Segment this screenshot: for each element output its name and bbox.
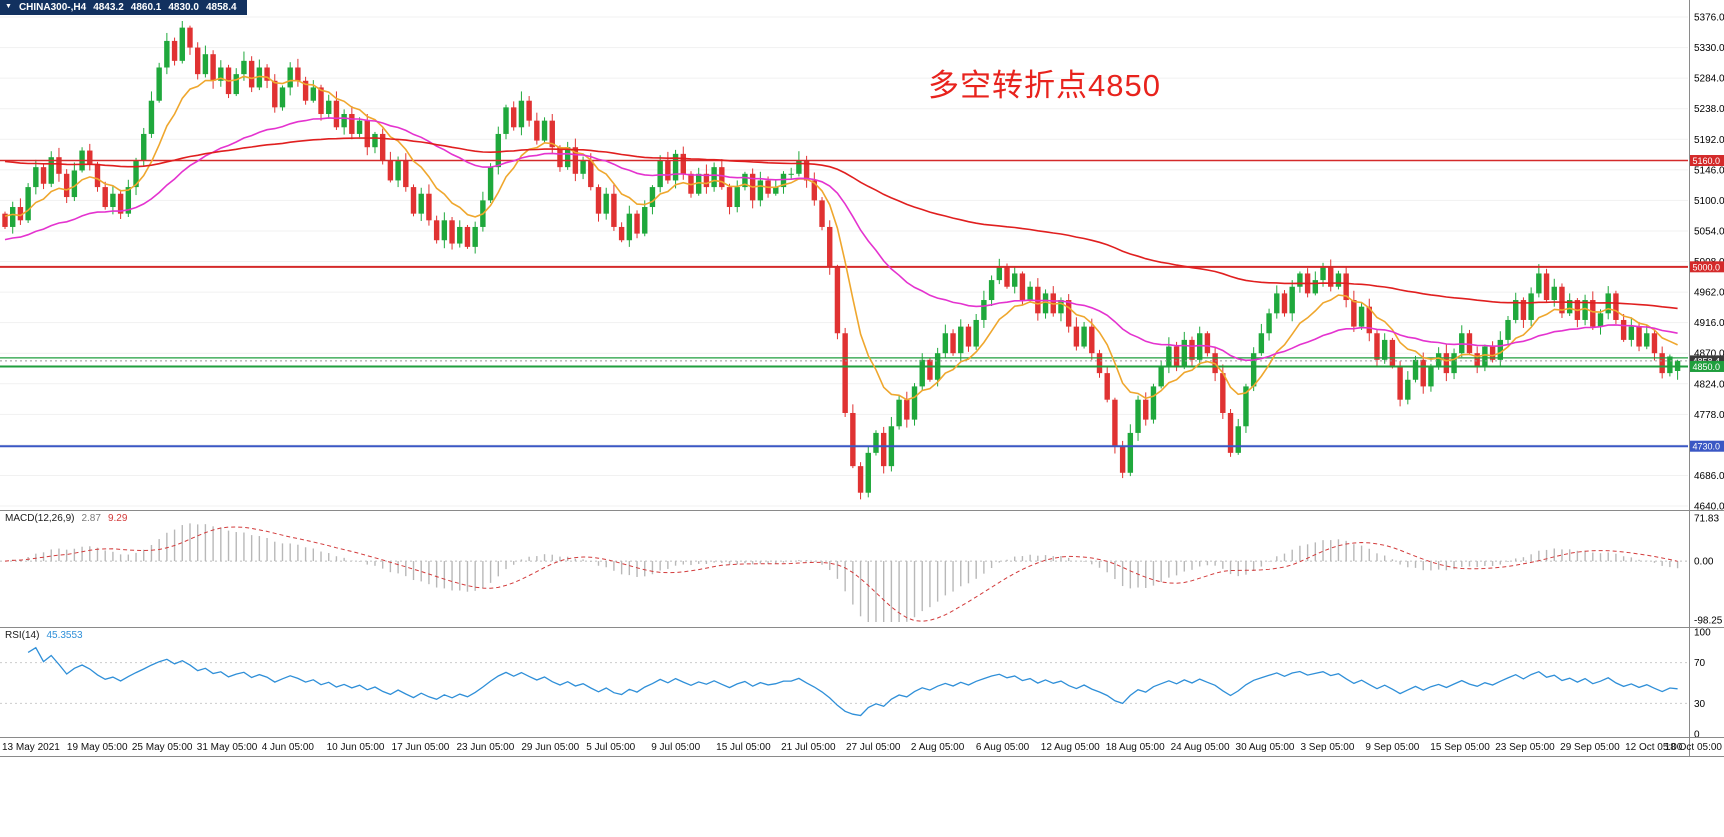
svg-text:-98.25: -98.25 (1694, 616, 1723, 627)
svg-text:13 May 2021: 13 May 2021 (2, 742, 60, 753)
svg-text:9 Sep 05:00: 9 Sep 05:00 (1365, 742, 1419, 753)
time-axis: 13 May 2021 19 May 05:00 25 May 05:00 31 Ma… (0, 737, 1724, 757)
svg-text:5100.0: 5100.0 (1694, 196, 1724, 207)
svg-text:4640.0: 4640.0 (1694, 502, 1724, 513)
svg-text:5330.0: 5330.0 (1694, 43, 1724, 54)
svg-text:4850.0: 4850.0 (1693, 362, 1721, 372)
slow-ma (4, 137, 1678, 310)
price-axis: 5376.0 5330.0 5284.0 5238.0 5192.0 5146.0 5100… (1689, 0, 1724, 756)
svg-text:5 Jul 05:00: 5 Jul 05:00 (586, 742, 635, 753)
svg-text:23 Sep 05:00: 23 Sep 05:00 (1495, 742, 1555, 753)
svg-text:12 Aug 05:00: 12 Aug 05:00 (1041, 742, 1100, 753)
svg-text:18 Aug 05:00: 18 Aug 05:00 (1106, 742, 1165, 753)
svg-text:30: 30 (1694, 699, 1706, 710)
ohlc-close: 4858.4 (205, 1, 237, 13)
svg-text:4686.0: 4686.0 (1694, 471, 1724, 482)
svg-text:25 May 05:00: 25 May 05:00 (132, 742, 193, 753)
svg-text:4962.0: 4962.0 (1694, 288, 1724, 299)
svg-text:9 Jul 05:00: 9 Jul 05:00 (651, 742, 700, 753)
ohlc-open: 4843.2 (93, 1, 124, 13)
svg-text:4916.0: 4916.0 (1694, 318, 1724, 329)
svg-text:2 Aug 05:00: 2 Aug 05:00 (911, 742, 965, 753)
ohlc-low: 4830.0 (168, 1, 199, 13)
svg-text:5146.0: 5146.0 (1694, 165, 1724, 176)
svg-text:0: 0 (1694, 730, 1700, 741)
svg-text:4778.0: 4778.0 (1694, 410, 1724, 421)
ma-lines (4, 75, 1678, 401)
svg-text:30 Aug 05:00: 30 Aug 05:00 (1236, 742, 1295, 753)
macd-main-value: 2.87 (81, 513, 101, 524)
svg-text:5054.0: 5054.0 (1694, 226, 1724, 237)
svg-text:15 Sep 05:00: 15 Sep 05:00 (1430, 742, 1490, 753)
svg-text:17 Jun 05:00: 17 Jun 05:00 (392, 742, 450, 753)
svg-text:23 Jun 05:00: 23 Jun 05:00 (456, 742, 514, 753)
svg-text:15 Jul 05:00: 15 Jul 05:00 (716, 742, 771, 753)
svg-text:29 Sep 05:00: 29 Sep 05:00 (1560, 742, 1620, 753)
svg-text:27 Jul 05:00: 27 Jul 05:00 (846, 742, 901, 753)
macd-name: MACD(12,26,9) (5, 513, 75, 524)
rsi-name: RSI(14) (5, 630, 40, 641)
fast-ma (4, 75, 1678, 401)
svg-text:100: 100 (1694, 628, 1711, 639)
svg-text:3 Sep 05:00: 3 Sep 05:00 (1300, 742, 1354, 753)
svg-text:4 Jun 05:00: 4 Jun 05:00 (262, 742, 315, 753)
price-gridlines (0, 16, 1688, 507)
macd-panel: 71.83 0.00 -98.25 (0, 510, 1724, 627)
svg-text:5160.0: 5160.0 (1693, 156, 1721, 166)
svg-text:24 Aug 05:00: 24 Aug 05:00 (1171, 742, 1230, 753)
svg-text:5000.0: 5000.0 (1693, 262, 1721, 272)
rsi-indicator-label: RSI(14) 45.3553 (5, 630, 83, 641)
svg-text:4870.0: 4870.0 (1694, 349, 1724, 360)
medium-ma (4, 117, 1678, 362)
svg-text:5238.0: 5238.0 (1694, 104, 1724, 115)
collapse-chevron-icon[interactable]: ▼ (5, 3, 12, 10)
svg-text:18 Oct 05:00: 18 Oct 05:00 (1665, 742, 1723, 753)
svg-text:6 Aug 05:00: 6 Aug 05:00 (976, 742, 1030, 753)
svg-text:31 May 05:00: 31 May 05:00 (197, 742, 258, 753)
symbol-period-label: CHINA300-,H4 (18, 1, 87, 13)
macd-signal-value: 9.29 (107, 513, 128, 524)
macd-indicator-label: MACD(12,26,9) 2.87 9.29 (5, 513, 127, 524)
svg-text:71.83: 71.83 (1694, 514, 1719, 525)
svg-text:5376.0: 5376.0 (1694, 13, 1724, 24)
symbol-header[interactable]: ▼ CHINA300-,H4 4843.2 4860.1 4830.0 4858… (0, 0, 247, 15)
svg-text:29 Jun 05:00: 29 Jun 05:00 (521, 742, 579, 753)
svg-text:70: 70 (1694, 658, 1706, 669)
svg-text:5284.0: 5284.0 (1694, 74, 1724, 85)
rsi-value: 45.3553 (46, 630, 83, 641)
ohlc-high: 4860.1 (130, 1, 162, 13)
svg-text:5192.0: 5192.0 (1694, 135, 1724, 146)
svg-text:4824.0: 4824.0 (1694, 379, 1724, 390)
svg-text:10 Jun 05:00: 10 Jun 05:00 (327, 742, 385, 753)
svg-text:4730.0: 4730.0 (1693, 442, 1721, 452)
chart-annotation-text: 多空转折点4850 (928, 68, 1161, 103)
svg-text:12 Oct 05:00: 12 Oct 05:00 (1625, 742, 1683, 753)
candles-layer (2, 20, 1681, 500)
svg-text:21 Jul 05:00: 21 Jul 05:00 (781, 742, 836, 753)
svg-text:0.00: 0.00 (1694, 557, 1714, 568)
horizontal-levels (0, 159, 1688, 448)
rsi-panel: 100 70 30 0 (0, 627, 1724, 741)
svg-text:19 May 05:00: 19 May 05:00 (67, 742, 128, 753)
